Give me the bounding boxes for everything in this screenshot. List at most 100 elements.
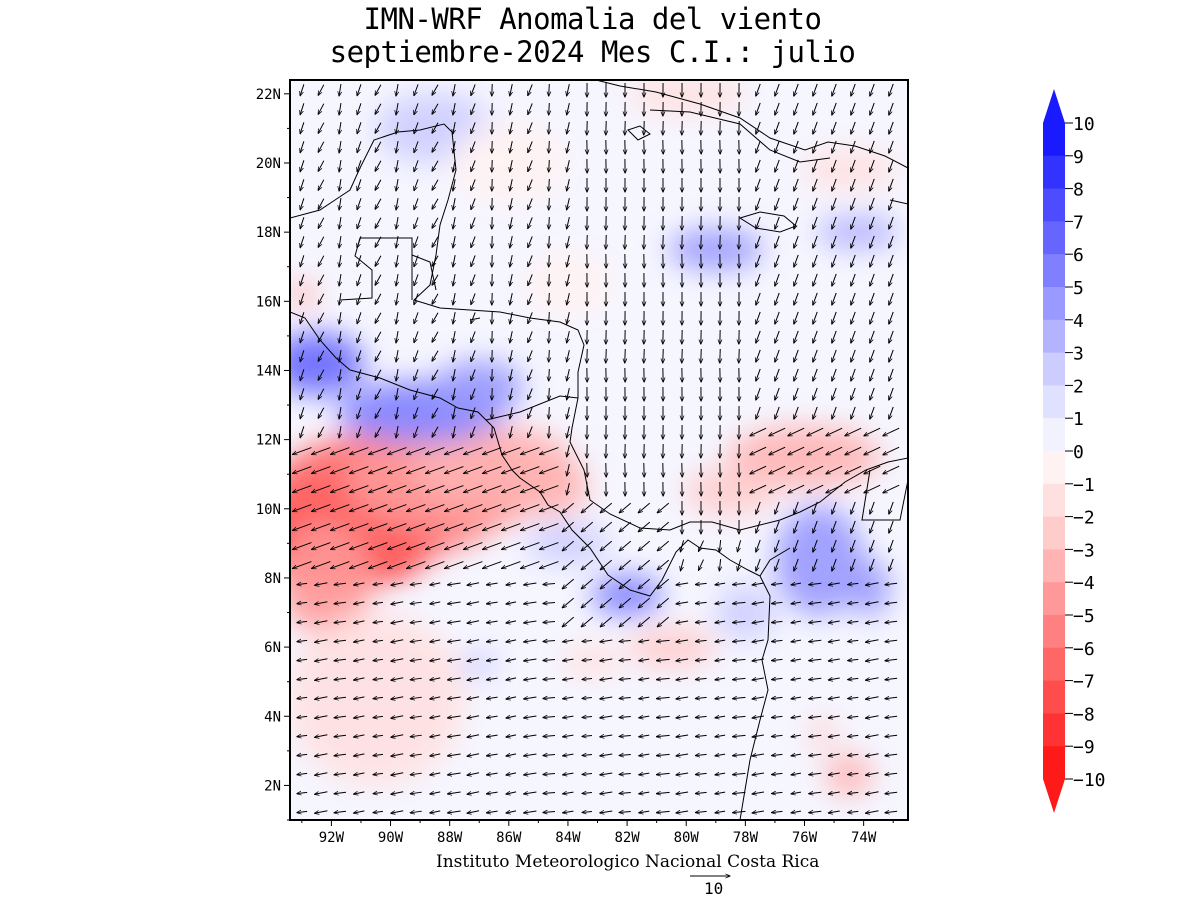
wind-vector (813, 330, 818, 343)
wind-vector (391, 754, 404, 757)
wind-vector (772, 773, 783, 774)
wind-vector (600, 735, 613, 737)
wind-vector (540, 447, 559, 455)
wind-vector (563, 716, 574, 718)
wind-vector (562, 597, 575, 608)
wind-vector (391, 811, 404, 814)
wind-vector (410, 792, 422, 794)
wind-vector (318, 160, 325, 172)
wind-vector (543, 697, 556, 698)
wind-vector (619, 540, 632, 551)
colorbar-label: −4 (1073, 573, 1095, 594)
wind-vector (339, 83, 341, 96)
wind-vector (375, 407, 382, 418)
wind-vector (453, 426, 455, 438)
wind-vector (567, 331, 570, 343)
wind-vector (889, 558, 894, 571)
colorbar-label: −7 (1073, 672, 1095, 693)
wind-vector (865, 811, 879, 813)
x-tick-label: 74W (851, 830, 877, 846)
wind-vector (794, 558, 799, 571)
wind-vector (851, 406, 856, 419)
wind-vector (506, 773, 517, 775)
wind-vector (524, 697, 537, 699)
wind-vector (426, 504, 445, 512)
wind-vector (432, 312, 439, 323)
wind-vector (524, 735, 537, 737)
wind-vector (865, 602, 879, 604)
wind-vector (414, 160, 419, 171)
wind-vector (791, 621, 802, 623)
wind-vector (676, 811, 689, 813)
wind-vector (430, 716, 441, 718)
wind-vector (600, 502, 613, 513)
wind-vector (486, 811, 498, 813)
wind-vector (540, 485, 559, 493)
wind-vector (467, 602, 480, 605)
anomaly-shading (290, 80, 900, 796)
wind-vector (467, 716, 480, 719)
wind-vector (543, 792, 556, 793)
wind-vector (471, 369, 476, 380)
wind-vector (354, 792, 365, 794)
wind-vector (582, 660, 593, 661)
wind-vector (733, 583, 746, 584)
wind-vector (543, 678, 556, 679)
wind-vector (334, 697, 347, 699)
wind-vector (567, 388, 570, 400)
wind-vector (885, 697, 898, 698)
wind-vector (453, 331, 455, 343)
wind-vector (506, 640, 517, 642)
wind-vector (318, 122, 325, 134)
wind-vector (680, 540, 685, 552)
wind-vector (430, 621, 441, 623)
wind-vector (528, 179, 533, 190)
wind-vector (828, 792, 840, 794)
wind-vector (521, 447, 540, 455)
wind-vector (813, 520, 818, 533)
wind-vector (293, 485, 312, 493)
wind-vector (528, 274, 533, 285)
wind-vector (794, 216, 799, 229)
wind-vector (832, 216, 837, 229)
wind-vector (772, 621, 783, 622)
wind-vector (388, 466, 407, 474)
wind-vector (318, 293, 325, 305)
wind-vector (293, 504, 312, 512)
wind-vector (407, 542, 426, 550)
wind-vector (447, 811, 461, 813)
wind-vector (300, 388, 305, 399)
wind-vector (315, 621, 328, 624)
wind-vector (638, 616, 651, 627)
wind-vector (528, 84, 533, 95)
wind-vector (775, 178, 780, 191)
wind-vector (794, 368, 799, 381)
colorbar-label: 2 (1073, 376, 1084, 397)
wind-vector (396, 312, 398, 324)
wind-vector (600, 559, 613, 570)
wind-vector (562, 578, 575, 589)
wind-vector (794, 235, 799, 248)
wind-vector (756, 159, 761, 172)
wind-vector (453, 122, 455, 134)
wind-vector (502, 504, 521, 512)
wind-vector (334, 735, 347, 737)
wind-vector (396, 293, 398, 305)
wind-vector (715, 659, 726, 661)
wind-vector (414, 84, 419, 95)
colorbar-swatch (1043, 483, 1065, 518)
wind-vector (865, 754, 879, 756)
wind-vector (312, 523, 331, 531)
wind-vector (414, 122, 419, 133)
wind-vector (373, 811, 384, 812)
wind-vector (315, 640, 328, 643)
wind-vector (293, 466, 312, 474)
wind-vector (676, 640, 689, 642)
wind-vector (600, 521, 613, 532)
wind-vector (883, 465, 900, 474)
map-title-line-2: septiembre-2024 Mes C.I.: julio (329, 35, 856, 69)
wind-vector (297, 640, 308, 641)
wind-vector (453, 236, 455, 248)
anomaly-region (434, 360, 524, 416)
wind-vector (524, 583, 537, 585)
